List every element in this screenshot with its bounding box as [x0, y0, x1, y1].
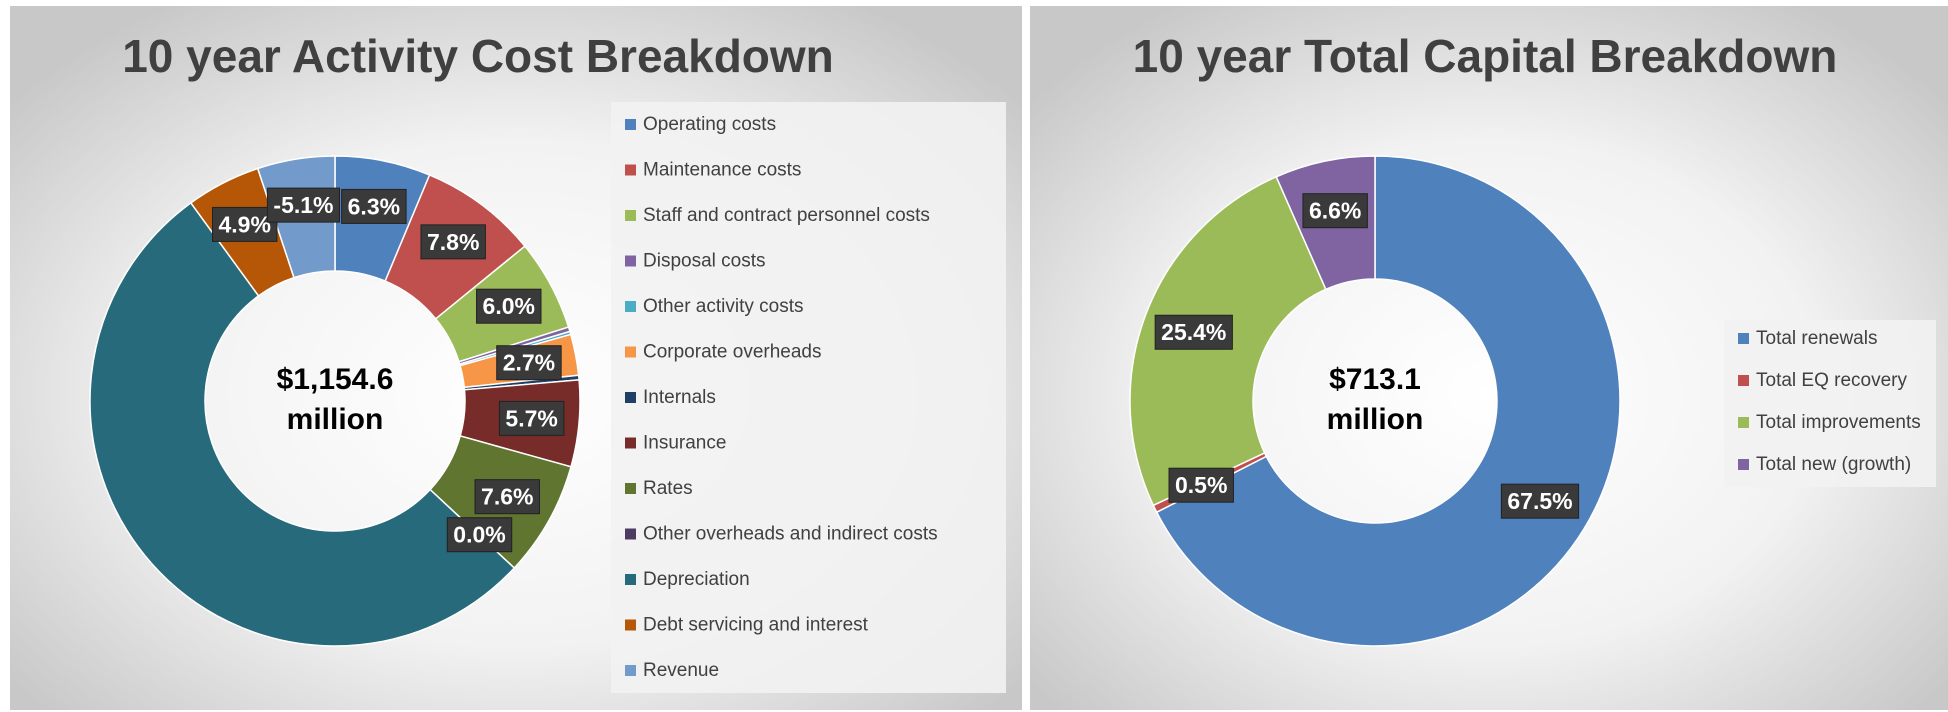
legend-label: Corporate overheads	[643, 342, 822, 363]
data-label-box	[1500, 483, 1580, 519]
data-label-text: 25.4%	[1161, 319, 1226, 345]
data-label-box	[476, 288, 542, 324]
legend-label: Staff and contract personnel costs	[643, 205, 930, 226]
data-label: 6.3%	[341, 188, 407, 224]
data-label-box	[446, 517, 513, 553]
legend-box	[1724, 320, 1936, 487]
center-label: million	[287, 403, 384, 436]
legend-label: Operating costs	[643, 114, 776, 135]
data-label-box	[474, 479, 540, 515]
legend-swatch	[625, 665, 636, 676]
legend-swatch	[625, 392, 636, 403]
center-label: million	[1327, 403, 1424, 436]
legend-label: Disposal costs	[643, 251, 766, 272]
data-label: -5.1%	[266, 187, 341, 223]
data-label: 7.6%	[474, 479, 540, 515]
legend-label: Total new (growth)	[1756, 454, 1911, 475]
data-label-box	[211, 206, 278, 242]
legend-label: Total improvements	[1756, 412, 1921, 433]
chart-title: 10 year Activity Cost Breakdown	[122, 30, 834, 82]
data-label: 25.4%	[1154, 314, 1233, 350]
data-label-text: 0.0%	[453, 522, 505, 548]
data-label-text: 4.9%	[218, 211, 270, 237]
legend-label: Internals	[643, 387, 716, 408]
data-label-text: 6.3%	[348, 193, 400, 219]
legend-label: Depreciation	[643, 569, 750, 590]
legend-label: Total EQ recovery	[1756, 370, 1907, 391]
legend-swatch	[625, 255, 636, 267]
center-label: $1,154.6	[277, 363, 394, 396]
legend-swatch	[1738, 417, 1749, 428]
legend-swatch	[625, 619, 636, 631]
data-label-text: 7.8%	[427, 229, 479, 255]
data-label-box	[1168, 467, 1234, 503]
data-label-text: -5.1%	[273, 192, 333, 218]
data-label-box	[420, 224, 486, 260]
legend-swatch	[1738, 333, 1749, 344]
data-label-box	[1154, 314, 1233, 350]
data-label-text: 0.5%	[1175, 472, 1227, 498]
center-label: $713.1	[1329, 363, 1421, 396]
data-label-box	[496, 345, 562, 381]
data-label-text: 2.7%	[503, 350, 555, 376]
data-label-box	[341, 188, 407, 224]
legend-label: Debt servicing and interest	[643, 615, 869, 636]
data-label: 4.9%	[211, 206, 278, 242]
data-label: 6.6%	[1302, 193, 1368, 229]
data-label-box	[266, 187, 341, 223]
data-label-text: 67.5%	[1507, 488, 1572, 514]
legend-swatch	[625, 528, 636, 540]
legend-label: Total renewals	[1756, 328, 1877, 349]
legend-label: Other activity costs	[643, 296, 804, 317]
legend-swatch	[625, 574, 636, 585]
data-label: 5.7%	[498, 400, 565, 436]
data-label-text: 5.7%	[505, 405, 557, 431]
legend-swatch	[625, 119, 636, 130]
legend-label: Revenue	[643, 660, 719, 681]
legend-label: Insurance	[643, 433, 726, 454]
legend-label: Other overheads and indirect costs	[643, 524, 938, 545]
legend-swatch	[625, 483, 636, 494]
data-label-text: 6.6%	[1309, 198, 1361, 224]
chart-title: 10 year Total Capital Breakdown	[1133, 30, 1838, 82]
legend-swatch	[625, 210, 636, 221]
data-label: 7.8%	[420, 224, 486, 260]
legend-swatch	[1738, 375, 1749, 386]
data-label-box	[498, 400, 565, 436]
legend-swatch	[625, 301, 636, 312]
legend-swatch	[625, 437, 636, 449]
data-label: 6.0%	[476, 288, 542, 324]
data-label: 0.0%	[446, 517, 513, 553]
legend-swatch	[625, 164, 636, 176]
legend-swatch	[625, 346, 636, 358]
legend-label: Rates	[643, 478, 693, 499]
donut-slice	[89, 201, 516, 647]
legend-box	[611, 102, 1006, 693]
data-label-text: 7.6%	[481, 484, 533, 510]
data-label: 2.7%	[496, 345, 562, 381]
legend-label: Maintenance costs	[643, 160, 801, 181]
data-label: 67.5%	[1500, 483, 1580, 519]
donut-slice	[1155, 155, 1621, 647]
data-label: 0.5%	[1168, 467, 1234, 503]
legend-swatch	[1738, 459, 1749, 470]
data-label-box	[1302, 193, 1368, 229]
data-label-text: 6.0%	[483, 293, 535, 319]
